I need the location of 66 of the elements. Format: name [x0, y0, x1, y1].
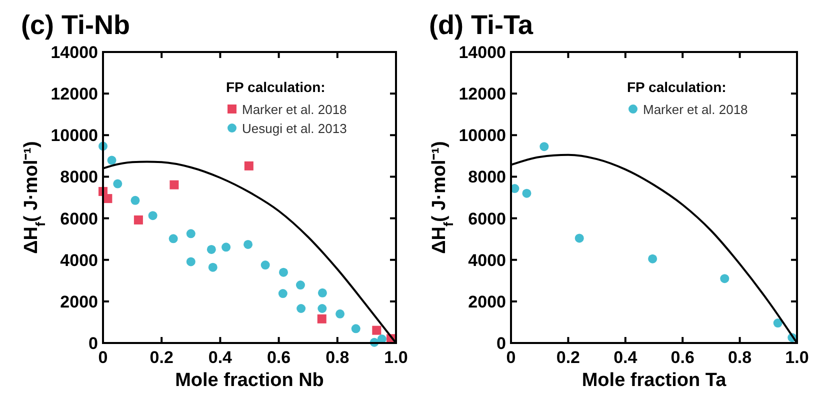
point — [168, 234, 178, 244]
y-tick-label: 10000 — [50, 126, 98, 146]
x-axis-title: Mole fraction Nb — [175, 370, 324, 391]
x-tick-label: 0.8 — [326, 348, 350, 367]
y-tick-label: 10000 — [458, 126, 506, 146]
legend-title: FP calculation: — [627, 79, 726, 95]
y-tick-label: 4000 — [60, 250, 98, 270]
point — [186, 229, 196, 238]
x-tick-label: 0.8 — [728, 348, 752, 367]
x-tick-label: 1.0 — [785, 348, 809, 367]
y-tick-label: 2000 — [60, 292, 98, 312]
legend-label: Marker et al. 2018 — [643, 102, 748, 117]
x-tick-label: 0.6 — [266, 348, 291, 367]
x-tick-label: 0.4 — [208, 348, 233, 367]
x-tick-label: 0.6 — [670, 348, 694, 367]
point — [648, 254, 658, 264]
point — [522, 188, 532, 198]
y-tick-label: 8000 — [60, 168, 98, 187]
point — [107, 156, 116, 165]
chart-title: (d) Ti-Ta — [429, 10, 534, 40]
point — [317, 314, 326, 324]
y-tick-label: 12000 — [458, 84, 506, 104]
point — [206, 244, 216, 254]
legend-title: FP calculation: — [226, 79, 326, 95]
point — [720, 274, 730, 284]
point — [278, 289, 288, 298]
point — [170, 180, 179, 190]
y-tick-label: 6000 — [60, 209, 98, 228]
x-tick-label: 0.2 — [150, 348, 174, 367]
point — [260, 260, 270, 270]
point — [148, 211, 158, 220]
y-tick-label: 4000 — [468, 250, 506, 270]
point — [222, 242, 231, 252]
point — [372, 326, 382, 335]
x-tick-label: 1.0 — [384, 348, 408, 367]
y-tick-label: 6000 — [468, 209, 506, 228]
legend-label: Marker et al. 2018 — [242, 102, 347, 117]
chart-title: (c) Ti-Nb — [21, 10, 130, 40]
point — [540, 142, 549, 152]
point — [244, 240, 253, 249]
point — [244, 161, 254, 170]
point — [351, 324, 360, 334]
point — [134, 215, 143, 224]
point — [296, 280, 305, 290]
point — [336, 309, 345, 318]
point — [318, 304, 327, 313]
y-tick-label: 14000 — [50, 43, 98, 62]
point — [278, 268, 288, 277]
point — [186, 257, 196, 266]
x-axis-title: Mole fraction Ta — [582, 370, 727, 391]
point — [773, 318, 782, 328]
y-tick-label: 0 — [88, 334, 98, 353]
legend-label: Uesugi et al. 2013 — [242, 121, 347, 136]
point — [318, 288, 327, 298]
point — [113, 179, 122, 188]
point — [574, 234, 584, 243]
x-tick-label: 0.2 — [556, 348, 580, 367]
point — [130, 196, 140, 205]
y-tick-label: 12000 — [50, 84, 98, 104]
point — [208, 262, 218, 272]
x-tick-label: 0.4 — [614, 348, 638, 367]
y-tick-label: 14000 — [458, 43, 506, 62]
y-tick-label: 8000 — [468, 168, 506, 187]
point — [296, 304, 306, 313]
y-tick-label: 0 — [496, 334, 506, 353]
y-tick-label: 2000 — [468, 292, 506, 312]
